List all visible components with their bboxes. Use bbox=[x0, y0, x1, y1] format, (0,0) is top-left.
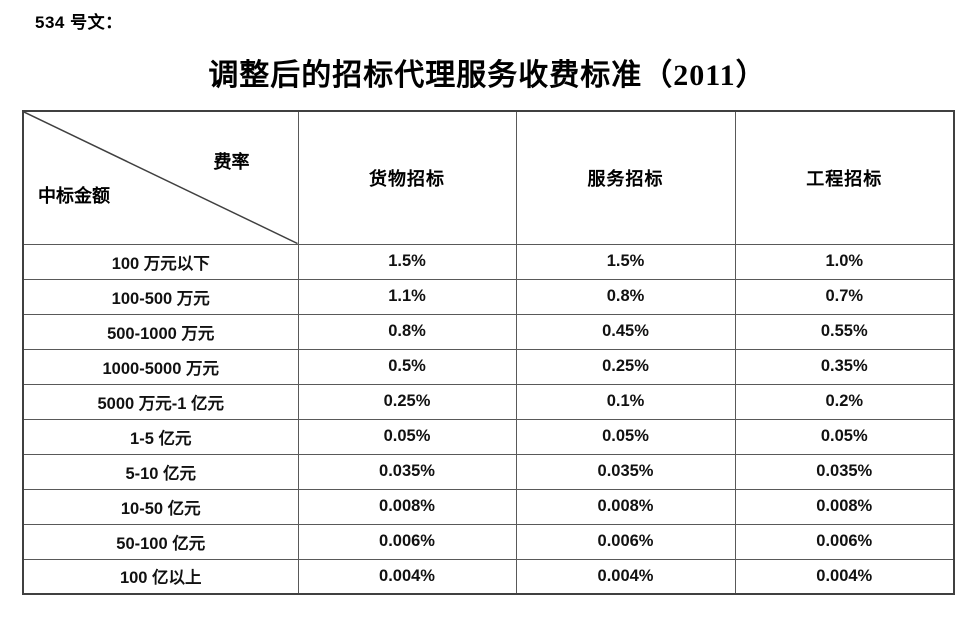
table-row: 50-100 亿元 0.006% 0.006% 0.006% bbox=[22, 523, 955, 560]
table-row: 1-5 亿元 0.05% 0.05% 0.05% bbox=[22, 418, 955, 455]
table-row: 500-1000 万元 0.8% 0.45% 0.55% bbox=[22, 313, 955, 350]
rate-cell-services: 0.035% bbox=[515, 453, 736, 490]
table-row: 1000-5000 万元 0.5% 0.25% 0.35% bbox=[22, 348, 955, 385]
doc-number-label: 534 号文： bbox=[35, 13, 123, 32]
rate-cell-engineering: 0.004% bbox=[734, 558, 955, 595]
column-header-services: 服务招标 bbox=[515, 110, 736, 245]
rate-cell-engineering: 0.006% bbox=[734, 523, 955, 560]
rate-cell-engineering: 0.7% bbox=[734, 278, 955, 315]
rate-cell-services: 0.008% bbox=[515, 488, 736, 525]
amount-cell: 1-5 亿元 bbox=[22, 418, 299, 455]
amount-cell: 100-500 万元 bbox=[22, 278, 299, 315]
amount-cell: 5000 万元-1 亿元 bbox=[22, 383, 299, 420]
rate-cell-goods: 0.035% bbox=[297, 453, 517, 490]
rate-cell-services: 0.8% bbox=[515, 278, 736, 315]
rate-cell-engineering: 0.008% bbox=[734, 488, 955, 525]
amount-cell: 1000-5000 万元 bbox=[22, 348, 299, 385]
rate-cell-goods: 0.8% bbox=[297, 313, 517, 350]
rate-cell-services: 0.004% bbox=[515, 558, 736, 595]
rate-cell-engineering: 1.0% bbox=[734, 243, 955, 280]
table-row: 100 亿以上 0.004% 0.004% 0.004% bbox=[22, 558, 955, 595]
amount-cell: 100 亿以上 bbox=[22, 558, 299, 595]
rate-cell-engineering: 0.035% bbox=[734, 453, 955, 490]
amount-cell: 100 万元以下 bbox=[22, 243, 299, 280]
fee-standard-table: 费率 中标金额 货物招标 服务招标 工程招标 100 万元以下 1.5% 1.5… bbox=[22, 110, 955, 595]
amount-cell: 10-50 亿元 bbox=[22, 488, 299, 525]
amount-cell: 500-1000 万元 bbox=[22, 313, 299, 350]
header-row: 费率 中标金额 货物招标 服务招标 工程招标 bbox=[22, 110, 955, 245]
rate-cell-goods: 0.008% bbox=[297, 488, 517, 525]
rate-cell-services: 0.45% bbox=[515, 313, 736, 350]
amount-cell: 50-100 亿元 bbox=[22, 523, 299, 560]
diagonal-divider-line bbox=[24, 112, 298, 244]
table-row: 10-50 亿元 0.008% 0.008% 0.008% bbox=[22, 488, 955, 525]
rate-cell-engineering: 0.2% bbox=[734, 383, 955, 420]
rate-cell-engineering: 0.35% bbox=[734, 348, 955, 385]
table-row: 5000 万元-1 亿元 0.25% 0.1% 0.2% bbox=[22, 383, 955, 420]
rate-cell-goods: 0.004% bbox=[297, 558, 517, 595]
rate-cell-engineering: 0.05% bbox=[734, 418, 955, 455]
corner-rate-label: 费率 bbox=[213, 152, 250, 172]
rate-cell-services: 1.5% bbox=[515, 243, 736, 280]
rate-cell-goods: 0.006% bbox=[297, 523, 517, 560]
rate-cell-services: 0.05% bbox=[515, 418, 736, 455]
rate-cell-services: 0.25% bbox=[515, 348, 736, 385]
rate-cell-engineering: 0.55% bbox=[734, 313, 955, 350]
table-row: 100 万元以下 1.5% 1.5% 1.0% bbox=[22, 243, 955, 280]
rate-cell-goods: 0.5% bbox=[297, 348, 517, 385]
column-header-engineering: 工程招标 bbox=[734, 110, 955, 245]
amount-cell: 5-10 亿元 bbox=[22, 453, 299, 490]
table-row: 100-500 万元 1.1% 0.8% 0.7% bbox=[22, 278, 955, 315]
rate-cell-goods: 0.05% bbox=[297, 418, 517, 455]
table-row: 5-10 亿元 0.035% 0.035% 0.035% bbox=[22, 453, 955, 490]
rate-cell-goods: 1.1% bbox=[297, 278, 517, 315]
page-title: 调整后的招标代理服务收费标准（2011） bbox=[208, 59, 767, 92]
corner-header-cell: 费率 中标金额 bbox=[22, 110, 299, 245]
rate-cell-goods: 0.25% bbox=[297, 383, 517, 420]
corner-amount-label: 中标金额 bbox=[38, 185, 110, 206]
column-header-goods: 货物招标 bbox=[297, 110, 517, 245]
rate-cell-services: 0.1% bbox=[515, 383, 736, 420]
rate-cell-goods: 1.5% bbox=[297, 243, 517, 280]
rate-cell-services: 0.006% bbox=[515, 523, 736, 560]
